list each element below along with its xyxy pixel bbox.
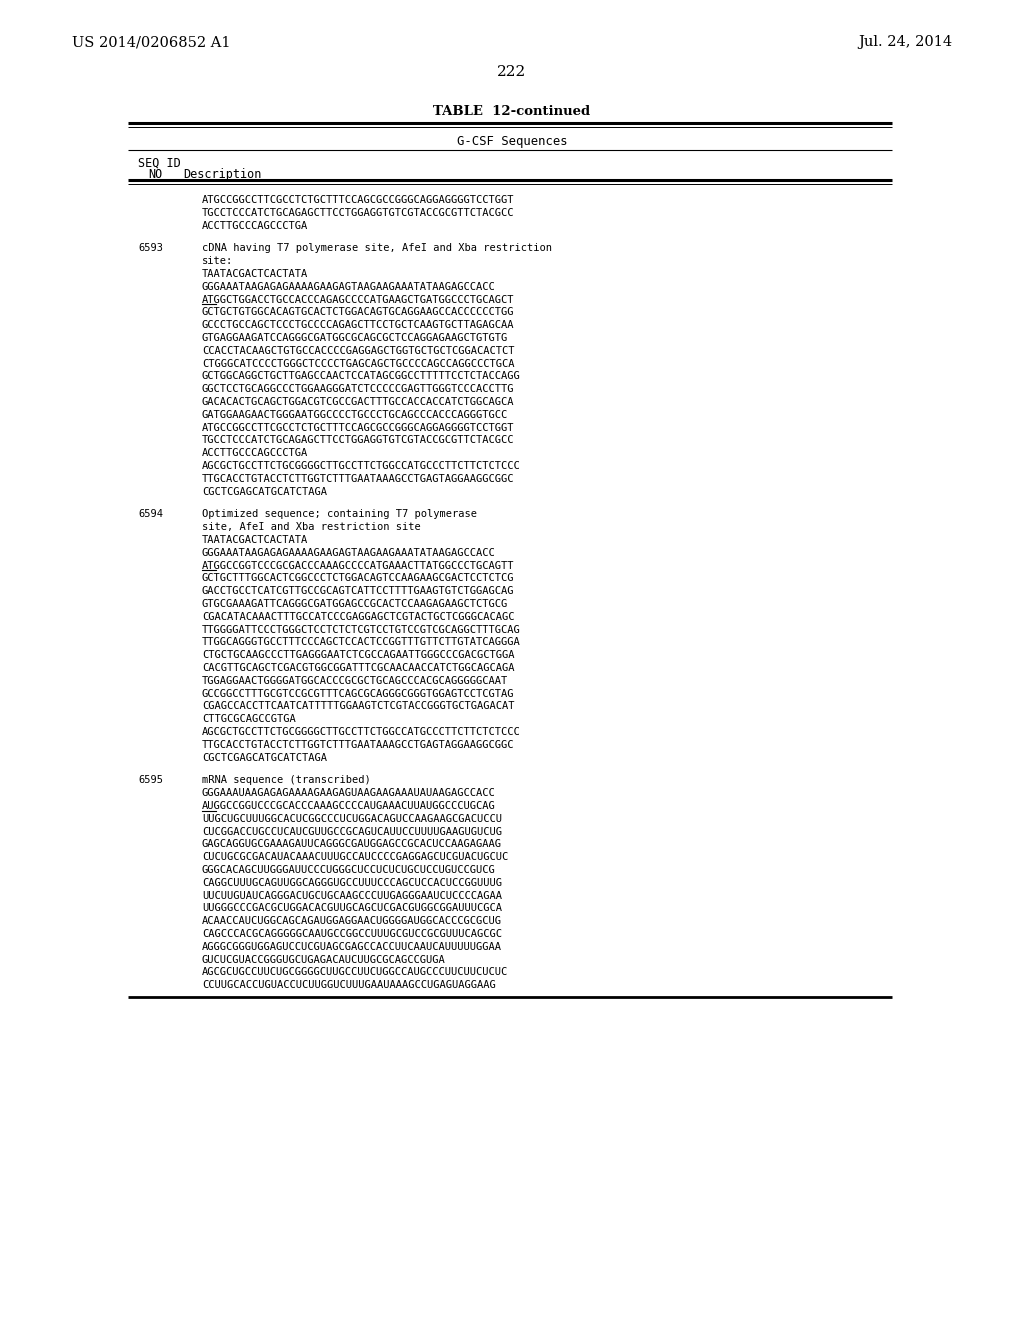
Text: CTGGGCATCCCCTGGGCTCCCCTGAGCAGCTGCCCCAGCCAGGCCCTGCA: CTGGGCATCCCCTGGGCTCCCCTGAGCAGCTGCCCCAGCC… [202,359,514,368]
Text: CCACCTACAAGCTGTGCCACCCCGAGGAGCTGGTGCTGCTCGGACACTCT: CCACCTACAAGCTGTGCCACCCCGAGGAGCTGGTGCTGCT… [202,346,514,356]
Text: GUCUCGUACCGGGUGCUGAGACAUCUUGCGCAGCCGUGA: GUCUCGUACCGGGUGCUGAGACAUCUUGCGCAGCCGUGA [202,954,445,965]
Text: GATGGAAGAACTGGGAATGGCCCCTGCCCTGCAGCCCACCCAGGGTGCC: GATGGAAGAACTGGGAATGGCCCCTGCCCTGCAGCCCACC… [202,409,508,420]
Text: 6594: 6594 [138,510,163,519]
Text: TTGCACCTGTACCTCTTGGTCTTTGAATAAAGCCTGAGTAGGAAGGCGGC: TTGCACCTGTACCTCTTGGTCTTTGAATAAAGCCTGAGTA… [202,739,514,750]
Text: CCUUGCACCUGUACCUCUUGGUCUUUGAAUAAAGCCUGAGUAGGAAG: CCUUGCACCUGUACCUCUUGGUCUUUGAAUAAAGCCUGAG… [202,981,496,990]
Text: ACCTTGCCCAGCCCTGA: ACCTTGCCCAGCCCTGA [202,220,308,231]
Text: NO: NO [148,168,162,181]
Text: G-CSF Sequences: G-CSF Sequences [457,135,567,148]
Text: 6593: 6593 [138,243,163,253]
Text: GGGAAATAAGAGAGAAAAGAAGAGTAAGAAGAAATATAAGAGCCACC: GGGAAATAAGAGAGAAAAGAAGAGTAAGAAGAAATATAAG… [202,548,496,558]
Text: CTTGCGCAGCCGTGA: CTTGCGCAGCCGTGA [202,714,296,725]
Text: TTGCACCTGTACCTCTTGGTCTTTGAATAAAGCCTGAGTAGGAAGGCGGC: TTGCACCTGTACCTCTTGGTCTTTGAATAAAGCCTGAGTA… [202,474,514,484]
Text: GGGAAAUAAGAGAGAAAAGAAGAGUAAGAAGAAAUAUAAGAGCCACC: GGGAAAUAAGAGAGAAAAGAAGAGUAAGAAGAAAUAUAAG… [202,788,496,799]
Text: CGAGCCACCTTCAATCATTTTTGGAAGTCTCGTACCGGGTGCTGAGACAT: CGAGCCACCTTCAATCATTTTTGGAAGTCTCGTACCGGGT… [202,701,514,711]
Text: TTGGGGATTCCCTGGGCTCCTCTCTCGTCCTGTCCGTCGCAGGCTTTGCAG: TTGGGGATTCCCTGGGCTCCTCTCTCGTCCTGTCCGTCGC… [202,624,521,635]
Text: GCCGGCCTTTGCGTCCGCGTTTCAGCGCAGGGCGGGTGGAGTCCTCGTAG: GCCGGCCTTTGCGTCCGCGTTTCAGCGCAGGGCGGGTGGA… [202,689,514,698]
Text: AGGGCGGGUGGAGUCCUCGUAGCGAGCCACCUUCAAUCAUUUUUGGAA: AGGGCGGGUGGAGUCCUCGUAGCGAGCCACCUUCAAUCAU… [202,941,502,952]
Text: ATGCCGGCCTTCGCCTCTGCTTTCCAGCGCCGGGCAGGAGGGGTCCTGGT: ATGCCGGCCTTCGCCTCTGCTTTCCAGCGCCGGGCAGGAG… [202,195,514,205]
Text: Optimized sequence; containing T7 polymerase: Optimized sequence; containing T7 polyme… [202,510,477,519]
Text: GGGAAATAAGAGAGAAAAGAAGAGTAAGAAGAAATATAAGAGCCACC: GGGAAATAAGAGAGAAAAGAAGAGTAAGAAGAAATATAAG… [202,281,496,292]
Text: CGCTCGAGCATGCATCTAGA: CGCTCGAGCATGCATCTAGA [202,487,327,496]
Text: CUCUGCGCGACAUACAAACUUUGCCAUCCCCGAGGAGCUCGUACUGCUC: CUCUGCGCGACAUACAAACUUUGCCAUCCCCGAGGAGCUC… [202,853,508,862]
Text: UUGCUGCUUUGGCACUCGGCCCUCUGGACAGUCCAAGAAGCGACUCCU: UUGCUGCUUUGGCACUCGGCCCUCUGGACAGUCCAAGAAG… [202,814,502,824]
Text: Description: Description [183,168,261,181]
Text: ACAACCAUCUGGCAGCAGAUGGAGGAACUGGGGAUGGCACCCGCGCUG: ACAACCAUCUGGCAGCAGAUGGAGGAACUGGGGAUGGCAC… [202,916,502,927]
Text: GACCTGCCTCATCGTTGCCGCAGTCATTCCTTTTGAAGTGTCTGGAGCAG: GACCTGCCTCATCGTTGCCGCAGTCATTCCTTTTGAAGTG… [202,586,514,597]
Text: GCCCTGCCAGCTCCCTGCCCCAGAGCTTCCTGCTCAAGTGCTTAGAGCAA: GCCCTGCCAGCTCCCTGCCCCAGAGCTTCCTGCTCAAGTG… [202,321,514,330]
Text: CUCGGACCUGCCUCAUCGUUGCCGCAGUCAUUCCUUUUGAAGUGUCUG: CUCGGACCUGCCUCAUCGUUGCCGCAGUCAUUCCUUUUGA… [202,826,502,837]
Text: AGCGCUGCCUUCUGCGGGGCUUGCCUUCUGGCCAUGCCCUUCUUCUCUC: AGCGCUGCCUUCUGCGGGGCUUGCCUUCUGGCCAUGCCCU… [202,968,508,977]
Text: UUGGGCCCGACGCUGGACACGUUGCAGCUCGACGUGGCGGAUUUCGCA: UUGGGCCCGACGCUGGACACGUUGCAGCUCGACGUGGCGG… [202,903,502,913]
Text: TABLE  12-continued: TABLE 12-continued [433,106,591,117]
Text: TGCCTCCCATCTGCAGAGCTTCCTGGAGGTGTCGTACCGCGTTCTACGCC: TGCCTCCCATCTGCAGAGCTTCCTGGAGGTGTCGTACCGC… [202,207,514,218]
Text: CAGGCUUUGCAGUUGGCAGGGUGCCUUUCCCAGCUCCACUCCGGUUUG: CAGGCUUUGCAGUUGGCAGGGUGCCUUUCCCAGCUCCACU… [202,878,502,888]
Text: ATGCCGGCCTTCGCCTCTGCTTTCCAGCGCCGGGCAGGAGGGGTCCTGGT: ATGCCGGCCTTCGCCTCTGCTTTCCAGCGCCGGGCAGGAG… [202,422,514,433]
Text: AGCGCTGCCTTCTGCGGGGCTTGCCTTCTGGCCATGCCCTTCTTCTCTCCC: AGCGCTGCCTTCTGCGGGGCTTGCCTTCTGGCCATGCCCT… [202,727,521,737]
Text: GCTGCTGTGGCACAGTGCACTCTGGACAGTGCAGGAAGCCACCCCCCTGG: GCTGCTGTGGCACAGTGCACTCTGGACAGTGCAGGAAGCC… [202,308,514,317]
Text: 6595: 6595 [138,775,163,785]
Text: US 2014/0206852 A1: US 2014/0206852 A1 [72,36,230,49]
Text: TGCCTCCCATCTGCAGAGCTTCCTGGAGGTGTCGTACCGCGTTCTACGCC: TGCCTCCCATCTGCAGAGCTTCCTGGAGGTGTCGTACCGC… [202,436,514,445]
Text: CGCTCGAGCATGCATCTAGA: CGCTCGAGCATGCATCTAGA [202,752,327,763]
Text: GACACACTGCAGCTGGACGTCGCCGACTTTGCCACCACCATCTGGCAGCA: GACACACTGCAGCTGGACGTCGCCGACTTTGCCACCACCA… [202,397,514,407]
Text: ACCTTGCCCAGCCCTGA: ACCTTGCCCAGCCCTGA [202,449,308,458]
Text: TAATACGACTCACTATA: TAATACGACTCACTATA [202,535,308,545]
Text: cDNA having T7 polymerase site, AfeI and Xba restriction: cDNA having T7 polymerase site, AfeI and… [202,243,552,253]
Text: GTGCGAAAGATTCAGGGCGATGGAGCCGCACTCCAAGAGAAGCTCTGCG: GTGCGAAAGATTCAGGGCGATGGAGCCGCACTCCAAGAGA… [202,599,508,609]
Text: CAGCCCACGCAGGGGGCAAUGCCGGCCUUUGCGUCCGCGUUUCAGCGC: CAGCCCACGCAGGGGGCAAUGCCGGCCUUUGCGUCCGCGU… [202,929,502,939]
Text: mRNA sequence (transcribed): mRNA sequence (transcribed) [202,775,371,785]
Text: CACGTTGCAGCTCGACGTGGCGGATTTCGCAACAACCATCTGGCAGCAGA: CACGTTGCAGCTCGACGTGGCGGATTTCGCAACAACCATC… [202,663,514,673]
Text: TAATACGACTCACTATA: TAATACGACTCACTATA [202,269,308,279]
Text: CGACATACAAACTTTGCCATCCCGAGGAGCTCGTACTGCTCGGGCACAGC: CGACATACAAACTTTGCCATCCCGAGGAGCTCGTACTGCT… [202,611,514,622]
Text: ATGGCTGGACCTGCCACCCAGAGCCCCATGAAGCTGATGGCCCTGCAGCT: ATGGCTGGACCTGCCACCCAGAGCCCCATGAAGCTGATGG… [202,294,514,305]
Text: GGGCACAGCUUGGGAUUCCCUGGGCUCCUCUCUGCUCCUGUCCGUCG: GGGCACAGCUUGGGAUUCCCUGGGCUCCUCUCUGCUCCUG… [202,865,496,875]
Text: site:: site: [202,256,233,267]
Text: GCTGGCAGGCTGCTTGAGCCAACTCCATAGCGGCCTTTTTCCTCTACCAGG: GCTGGCAGGCTGCTTGAGCCAACTCCATAGCGGCCTTTTT… [202,371,521,381]
Text: SEQ ID: SEQ ID [138,157,181,170]
Text: GTGAGGAAGATCCAGGGCGATGGCGCAGCGCTCCAGGAGAAGCTGTGTG: GTGAGGAAGATCCAGGGCGATGGCGCAGCGCTCCAGGAGA… [202,333,508,343]
Text: AGCGCTGCCTTCTGCGGGGCTTGCCTTCTGGCCATGCCCTTCTTCTCTCCC: AGCGCTGCCTTCTGCGGGGCTTGCCTTCTGGCCATGCCCT… [202,461,521,471]
Text: site, AfeI and Xba restriction site: site, AfeI and Xba restriction site [202,523,421,532]
Text: TGGAGGAACTGGGGATGGCACCCGCGCTGCAGCCCACGCAGGGGGCAAT: TGGAGGAACTGGGGATGGCACCCGCGCTGCAGCCCACGCA… [202,676,508,686]
Text: CTGCTGCAAGCCCTTGAGGGAATCTCGCCAGAATTGGGCCCGACGCTGGA: CTGCTGCAAGCCCTTGAGGGAATCTCGCCAGAATTGGGCC… [202,651,514,660]
Text: 222: 222 [498,65,526,79]
Text: GCTGCTTTGGCACTCGGCCCTCTGGACAGTCCAAGAAGCGACTCCTCTCG: GCTGCTTTGGCACTCGGCCCTCTGGACAGTCCAAGAAGCG… [202,573,514,583]
Text: Jul. 24, 2014: Jul. 24, 2014 [858,36,952,49]
Text: TTGGCAGGGTGCCTTTCCCAGCTCCACTCCGGTTTGTTCTTGTATCAGGGA: TTGGCAGGGTGCCTTTCCCAGCTCCACTCCGGTTTGTTCT… [202,638,521,647]
Text: GAGCAGGUGCGAAAGAUUCAGGGCGAUGGAGCCGCACUCCAAGAGAAG: GAGCAGGUGCGAAAGAUUCAGGGCGAUGGAGCCGCACUCC… [202,840,502,849]
Text: AUGGCCGGUCCCGCACCCAAAGCCCCAUGAAACUUAUGGCCCUGCAG: AUGGCCGGUCCCGCACCCAAAGCCCCAUGAAACUUAUGGC… [202,801,496,810]
Text: UUCUUGUAUCAGGGACUGCUGCAAGCCCUUGAGGGAAUCUCCCCAGAA: UUCUUGUAUCAGGGACUGCUGCAAGCCCUUGAGGGAAUCU… [202,891,502,900]
Text: ATGGCCGGTCCCGCGACCCAAAGCCCCATGAAACTTATGGCCCTGCAGTT: ATGGCCGGTCCCGCGACCCAAAGCCCCATGAAACTTATGG… [202,561,514,570]
Text: GGCTCCTGCAGGCCCTGGAAGGGATCTCCCCCGAGTTGGGTCCCACCTTG: GGCTCCTGCAGGCCCTGGAAGGGATCTCCCCCGAGTTGGG… [202,384,514,395]
